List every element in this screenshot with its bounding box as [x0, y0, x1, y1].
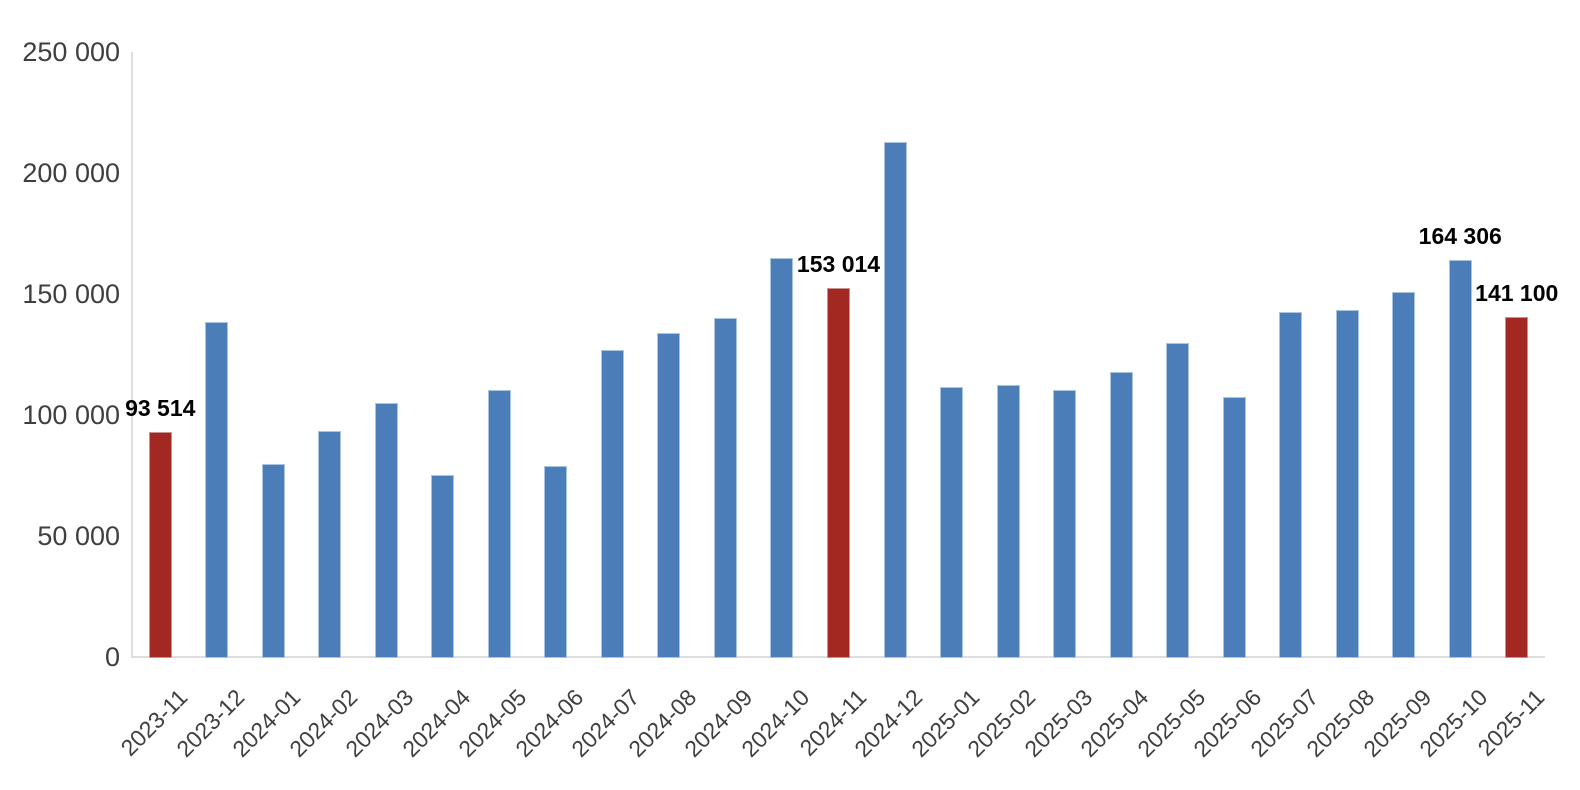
bar [940, 386, 964, 658]
highlighted-bar [148, 431, 172, 658]
y-tick-label: 150 000 [22, 279, 120, 309]
y-tick-label: 0 [104, 642, 120, 672]
bar [1279, 312, 1303, 658]
highlighted-bar [827, 287, 850, 658]
bar [1448, 260, 1472, 658]
bar [431, 474, 455, 658]
bar [1109, 371, 1133, 658]
x-axis-tick-labels: 2023-11 2023-12 2024-01 2024-02 2024-03 2024-… [116, 658, 1549, 790]
bar [996, 385, 1020, 658]
bar [1335, 309, 1359, 658]
bar [657, 333, 681, 658]
highlighted-bar [1505, 316, 1529, 658]
bar [544, 465, 568, 658]
y-axis-tick-labels: 250 000 200 000 150 000 100 000 50 000 0 [0, 37, 120, 672]
y-tick-label: 250 000 [22, 37, 120, 67]
y-tick-label: 100 000 [22, 400, 120, 430]
bar [1053, 390, 1077, 658]
bar-value-label: 153 014 [796, 250, 881, 277]
bar [487, 390, 511, 658]
bar [770, 257, 794, 658]
bar-value-label: 164 306 [1418, 223, 1502, 250]
bar [374, 402, 398, 658]
bar [261, 463, 285, 658]
bar [318, 430, 342, 658]
bar-value-label: 141 100 [1475, 279, 1559, 306]
y-axis-line [131, 52, 133, 658]
bar [1392, 292, 1416, 658]
bar [600, 350, 624, 658]
bar [883, 141, 907, 658]
bar [713, 317, 737, 658]
bar-value-label: 93 514 [125, 394, 196, 421]
bar [1222, 396, 1246, 658]
bar [205, 321, 229, 658]
y-tick-label: 200 000 [22, 158, 120, 188]
bar [1166, 342, 1190, 658]
y-tick-label: 50 000 [37, 521, 120, 551]
plot-area: 93 514 153 014 164 306 141 100 [125, 52, 1558, 658]
